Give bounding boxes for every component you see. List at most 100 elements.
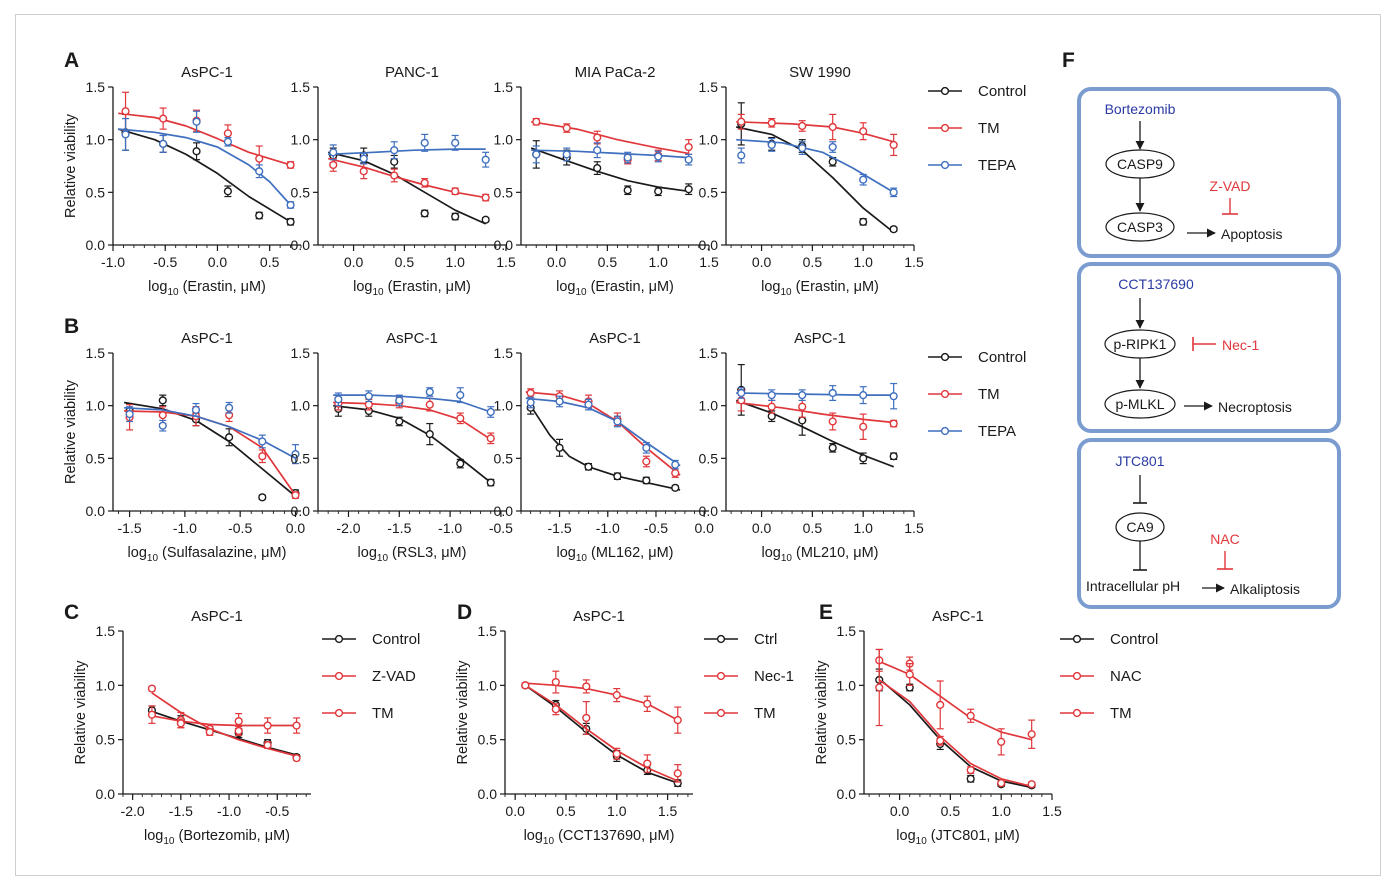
x-tick-label: -1.5 xyxy=(387,520,411,536)
data-point xyxy=(889,392,898,401)
legend-marker xyxy=(334,671,344,681)
data-point xyxy=(828,142,837,152)
data-point xyxy=(395,417,404,426)
data-point xyxy=(425,430,434,439)
data-point xyxy=(395,396,404,405)
data-point xyxy=(584,400,593,409)
x-label-text: (Erastin, μM) xyxy=(384,279,471,295)
legend-marker xyxy=(940,426,950,436)
x-tick-label: -1.5 xyxy=(548,520,572,536)
data-point xyxy=(451,138,460,147)
y-tick-label: 1.5 xyxy=(96,623,116,639)
x-label-subscript: 10 xyxy=(377,553,389,564)
data-point xyxy=(643,759,652,768)
data-point xyxy=(551,705,560,714)
data-point xyxy=(223,129,232,138)
series-tepa xyxy=(124,401,300,465)
legend-label: NAC xyxy=(1110,668,1142,685)
legend-label: Z-VAD xyxy=(372,668,416,685)
series-control xyxy=(147,705,301,762)
data-point xyxy=(486,407,495,417)
fit-curve xyxy=(878,678,1032,789)
data-point xyxy=(654,152,663,161)
x-tick-label: 1.0 xyxy=(991,803,1011,819)
apoptosis-box xyxy=(1077,87,1341,258)
data-point xyxy=(255,154,264,163)
data-point xyxy=(390,157,399,166)
data-point xyxy=(158,396,167,405)
x-tick-label: -1.0 xyxy=(101,254,125,270)
data-point xyxy=(359,167,368,176)
data-point xyxy=(889,225,898,234)
x-axis-label: log10 (ML210, μM) xyxy=(762,545,879,564)
data-point xyxy=(859,422,868,431)
data-point xyxy=(623,186,632,195)
data-point xyxy=(147,684,157,693)
chart-title: AsPC-1 xyxy=(794,330,846,347)
chart-title: AsPC-1 xyxy=(181,64,233,81)
y-tick-label: 0.5 xyxy=(837,732,857,748)
fit-curve xyxy=(333,404,492,484)
data-point xyxy=(390,171,399,180)
legend-d: Ctrl Nec-1 TM xyxy=(704,631,794,722)
y-tick-label: 0.0 xyxy=(494,237,514,253)
data-point xyxy=(593,133,602,142)
y-tick-label: 0.5 xyxy=(291,184,311,200)
y-tick-label: 0.5 xyxy=(699,450,719,466)
data-point xyxy=(125,409,134,419)
data-point xyxy=(643,699,652,708)
data-point xyxy=(225,433,234,442)
x-tick-label: 0.0 xyxy=(752,520,772,536)
series-tepa xyxy=(118,110,295,210)
panel-letter-e: E xyxy=(819,601,833,624)
data-point xyxy=(612,691,621,700)
plot-a-0: 0.0 0.5 1.0 1.5 -1.0 -0.5 0.0 0.5 AsPC-1 log10 (E… xyxy=(63,64,302,298)
x-tick-label: -1.5 xyxy=(169,803,193,819)
fit-curve xyxy=(524,684,679,782)
data-point xyxy=(966,711,975,720)
data-point xyxy=(329,148,338,157)
x-tick-label: 0.5 xyxy=(803,254,823,270)
figure-panel: A B C D E F 0.0 0.5 1.0 1.5 -1.0 -0.5 0.0 0.5 As… xyxy=(15,14,1381,876)
plot-e-10: 0.0 0.5 1.0 1.5 0.0 0.5 1.0 1.5 AsPC-1 log10 (JTC… xyxy=(814,608,1062,847)
data-point xyxy=(205,727,214,737)
data-point xyxy=(486,434,495,443)
plot-b-6: 0.0 0.5 1.0 1.5 -1.5 -1.0 -0.5 0.0 AsPC-1 log10 (… xyxy=(494,330,715,564)
chart-title: AsPC-1 xyxy=(181,330,233,347)
x-tick-label: -1.0 xyxy=(596,520,620,536)
x-tick-label: 1.5 xyxy=(658,803,678,819)
x-tick-label: 1.0 xyxy=(648,254,668,270)
series-nac xyxy=(875,648,1036,756)
y-tick-label: 1.0 xyxy=(699,398,719,414)
y-tick-label: 0.0 xyxy=(699,503,719,519)
series-control xyxy=(530,140,693,197)
legend-marker xyxy=(716,634,726,644)
x-tick-label: 0.5 xyxy=(941,803,961,819)
casp9-label: CASP9 xyxy=(1117,156,1163,172)
x-label-text: (ML210, μM) xyxy=(792,545,879,561)
data-point xyxy=(364,400,373,409)
x-label-log: log xyxy=(761,279,780,295)
data-point xyxy=(158,421,167,430)
y-tick-label: 0.5 xyxy=(494,450,514,466)
y-tick-label: 0.5 xyxy=(96,732,116,748)
y-tick-label: 0.0 xyxy=(494,503,514,519)
data-point xyxy=(521,681,530,690)
data-point xyxy=(671,460,680,469)
y-tick-label: 1.5 xyxy=(86,79,106,95)
data-point xyxy=(966,765,975,775)
data-point xyxy=(292,754,301,763)
necroptosis-label: Necroptosis xyxy=(1218,399,1292,415)
x-tick-label: -0.5 xyxy=(228,520,252,536)
data-point xyxy=(613,472,622,481)
data-point xyxy=(555,397,564,406)
fit-curve xyxy=(529,405,681,491)
series-tepa xyxy=(531,142,693,166)
data-point xyxy=(551,677,560,687)
data-point xyxy=(481,215,490,224)
data-point xyxy=(191,405,201,414)
legend-label: TM xyxy=(1110,705,1132,722)
x-label-text: (Erastin, μM) xyxy=(179,279,266,295)
fit-curve xyxy=(151,710,297,756)
series-control xyxy=(875,668,1036,790)
